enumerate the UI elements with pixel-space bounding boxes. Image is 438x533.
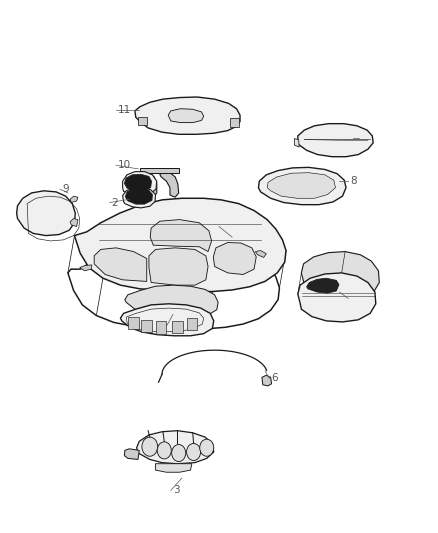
Polygon shape [137, 431, 214, 464]
Polygon shape [140, 168, 179, 173]
Polygon shape [80, 265, 92, 271]
Polygon shape [94, 248, 147, 281]
Polygon shape [138, 117, 147, 125]
Circle shape [142, 437, 158, 456]
Polygon shape [68, 236, 279, 329]
Text: 6: 6 [272, 374, 278, 383]
Polygon shape [125, 188, 152, 204]
Polygon shape [298, 124, 373, 157]
Circle shape [200, 439, 214, 456]
Polygon shape [172, 321, 183, 333]
Polygon shape [150, 220, 212, 252]
Text: 5: 5 [169, 321, 175, 331]
Text: 7: 7 [361, 133, 368, 142]
Polygon shape [155, 464, 192, 472]
Polygon shape [187, 318, 197, 330]
Polygon shape [294, 139, 299, 147]
Polygon shape [255, 251, 266, 257]
Polygon shape [70, 219, 78, 227]
Text: 9: 9 [62, 184, 69, 194]
Polygon shape [258, 167, 346, 205]
Polygon shape [160, 172, 179, 197]
Polygon shape [17, 191, 75, 236]
Circle shape [172, 445, 186, 462]
Polygon shape [168, 109, 204, 123]
Polygon shape [230, 118, 239, 127]
Polygon shape [120, 304, 214, 336]
Polygon shape [125, 285, 218, 317]
Polygon shape [156, 321, 166, 334]
Text: 8: 8 [350, 176, 357, 186]
Polygon shape [298, 273, 376, 322]
Text: 2: 2 [112, 198, 118, 207]
Polygon shape [139, 172, 157, 197]
Polygon shape [123, 172, 157, 196]
Circle shape [157, 442, 171, 459]
Circle shape [187, 443, 201, 461]
Polygon shape [149, 248, 208, 285]
Polygon shape [124, 449, 139, 459]
Text: 3: 3 [173, 486, 180, 495]
Polygon shape [267, 173, 336, 198]
Polygon shape [135, 97, 240, 134]
Text: 1: 1 [234, 232, 241, 242]
Polygon shape [128, 317, 139, 329]
Text: 4: 4 [350, 294, 357, 303]
Polygon shape [124, 174, 152, 191]
Polygon shape [123, 188, 155, 208]
Polygon shape [307, 278, 339, 293]
Polygon shape [301, 252, 379, 301]
Text: 11: 11 [118, 106, 131, 115]
Polygon shape [141, 320, 152, 332]
Polygon shape [70, 196, 78, 203]
Polygon shape [74, 198, 286, 292]
Polygon shape [213, 243, 256, 274]
Text: 10: 10 [118, 160, 131, 170]
Polygon shape [262, 375, 272, 386]
